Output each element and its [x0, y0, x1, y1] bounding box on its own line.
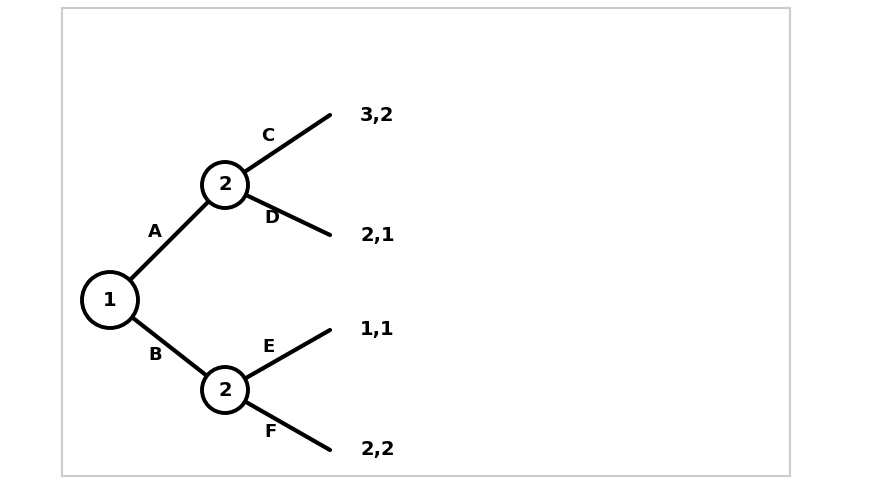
Text: 3,2: 3,2: [360, 105, 394, 124]
Text: C: C: [262, 127, 275, 145]
Text: B: B: [148, 346, 162, 364]
Text: D: D: [264, 209, 280, 227]
Text: 2,2: 2,2: [360, 441, 395, 460]
Circle shape: [202, 367, 248, 413]
Text: 1,1: 1,1: [360, 321, 395, 340]
FancyBboxPatch shape: [62, 8, 790, 476]
Text: 1: 1: [103, 290, 117, 309]
Text: 2: 2: [218, 381, 232, 400]
Circle shape: [82, 272, 138, 328]
Text: E: E: [262, 338, 274, 356]
Text: F: F: [264, 423, 276, 441]
Text: A: A: [148, 223, 162, 241]
Circle shape: [202, 162, 248, 208]
Text: 2: 2: [218, 176, 232, 195]
Text: 2,1: 2,1: [360, 225, 395, 244]
